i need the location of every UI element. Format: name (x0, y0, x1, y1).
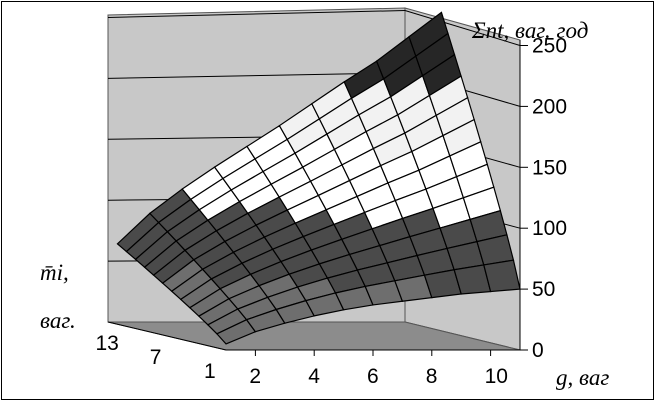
x-tick-label: 10 (485, 365, 508, 388)
z-tick-label: 100 (532, 217, 567, 240)
surface-cell (483, 259, 521, 293)
z-axis: 0 50 100 150 200 250 (519, 35, 567, 362)
y-tick-label: 1 (204, 360, 216, 383)
z-tick-label: 50 (532, 278, 555, 301)
x-tick-label: 8 (426, 365, 438, 388)
surface-mesh (116, 11, 521, 345)
y-axis-label-line1: m̄i, (40, 260, 69, 285)
wall-gridline (404, 10, 521, 46)
wall-gridline (107, 72, 406, 79)
y-axis-line (107, 321, 227, 351)
y-axis-label-line2: ваг. (40, 308, 76, 333)
y-axis: 13 7 1 (95, 321, 227, 383)
y-tick-label: 13 (95, 332, 118, 355)
z-axis-label: Σnt, ваг. год (471, 18, 588, 43)
x-tick-label: 6 (367, 365, 379, 388)
y-tick-label: 7 (150, 346, 162, 369)
z-tick-label: 0 (532, 339, 544, 362)
wall-gridline (107, 10, 406, 18)
x-axis-label: g, ваг (556, 365, 609, 390)
z-tick-label: 200 (532, 95, 567, 118)
x-axis: 2 4 6 8 10 (226, 349, 520, 388)
z-tick-label: 250 (532, 35, 567, 58)
x-tick-label: 2 (249, 365, 261, 388)
x-tick-label: 4 (308, 365, 320, 388)
z-tick-label: 150 (532, 156, 567, 179)
